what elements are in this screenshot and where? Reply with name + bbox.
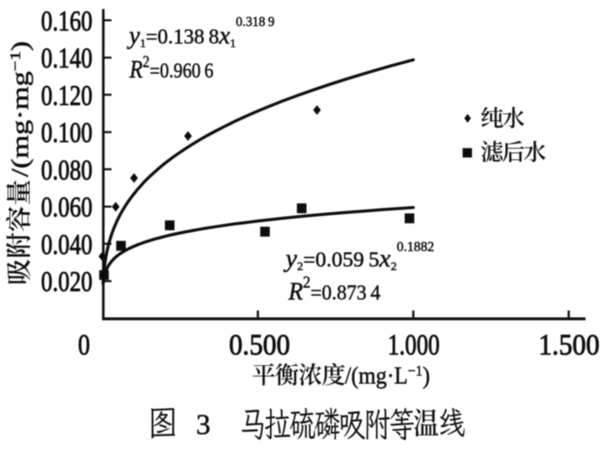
svg-text:0.500: 0.500 xyxy=(229,329,290,362)
svg-text:0.140: 0.140 xyxy=(41,43,93,75)
svg-text:y2=0.059 5x20.1882: y2=0.059 5x20.1882 xyxy=(283,239,435,273)
svg-text:3: 3 xyxy=(196,409,211,441)
svg-text:1.000: 1.000 xyxy=(388,329,440,362)
svg-text:0.020: 0.020 xyxy=(41,266,93,298)
svg-text:R2=0.873 4: R2=0.873 4 xyxy=(288,273,381,306)
svg-text:y1=0.138 8x10.318 9: y1=0.138 8x10.318 9 xyxy=(126,14,275,50)
svg-text:0.080: 0.080 xyxy=(41,154,93,186)
svg-text:0.160: 0.160 xyxy=(41,5,93,37)
svg-text:0: 0 xyxy=(78,329,90,362)
svg-text:1.500: 1.500 xyxy=(539,329,600,362)
svg-text:R2=0.960 6: R2=0.960 6 xyxy=(129,52,214,84)
svg-text:0.120: 0.120 xyxy=(41,80,93,112)
svg-text:0.100: 0.100 xyxy=(41,117,93,149)
svg-text:0.060: 0.060 xyxy=(41,192,93,224)
svg-text:/(mg·mg−1): /(mg·mg−1) xyxy=(8,41,34,177)
svg-text:0.040: 0.040 xyxy=(41,229,93,261)
